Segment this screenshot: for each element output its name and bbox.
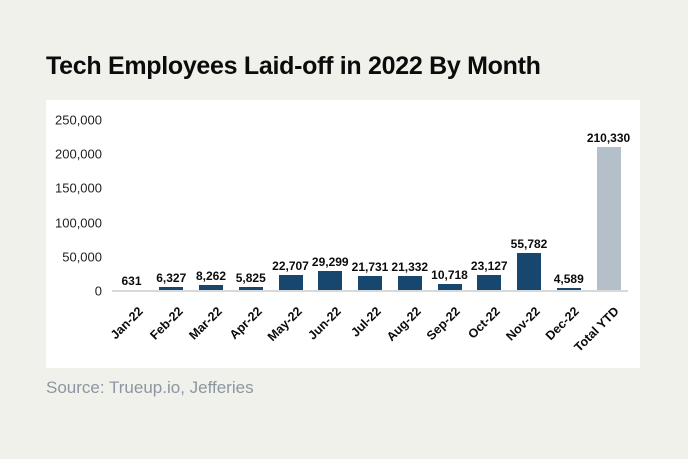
bar-series: 631 6,327 8,262 5,825 22,707 29,299 21,731 21,3… xyxy=(112,120,631,291)
bar-slot: 22,707 xyxy=(271,260,310,291)
x-axis-labels: Jan-22 Feb-22 Mar-22 Apr-22 May-22 Jun-22 Jul-… xyxy=(108,293,628,368)
bar-slot: 29,299 xyxy=(311,256,350,291)
x-axis-tick-label: Dec-22 xyxy=(543,304,583,344)
bar-value-label: 55,782 xyxy=(510,236,548,251)
bar-value-label: 29,299 xyxy=(311,254,349,269)
bar-value-label: 23,127 xyxy=(470,259,508,274)
bar-slot: 23,127 xyxy=(470,260,509,291)
bar xyxy=(358,276,382,291)
x-axis-tick-label: Apr-22 xyxy=(226,304,265,343)
bar-value-label: 4,589 xyxy=(553,271,584,286)
bar-value-label: 5,825 xyxy=(235,271,266,286)
bar-value-label: 8,262 xyxy=(195,269,227,284)
bar xyxy=(477,275,502,291)
bar-value-label: 21,731 xyxy=(351,260,389,275)
bar-slot: 631 xyxy=(112,273,151,291)
x-axis-tick-label: May-22 xyxy=(264,304,305,344)
bar-slot: 8,262 xyxy=(192,270,231,291)
y-axis-tick-label: 0 xyxy=(94,283,102,299)
x-axis-tick-label: Nov-22 xyxy=(503,304,543,344)
bar-slot: 210,330 xyxy=(586,131,631,291)
x-axis-tick-label: Mar-22 xyxy=(186,304,225,343)
x-axis-tick-label: Aug-22 xyxy=(383,304,424,344)
bar-value-label: 10,718 xyxy=(431,267,468,282)
y-axis-tick-label: 250,000 xyxy=(55,112,102,128)
bar-value-label: 21,332 xyxy=(391,260,429,275)
y-axis: 250,000 200,000 150,000 100,000 50,000 0 xyxy=(46,113,112,299)
x-axis-tick-label: Jan-22 xyxy=(107,304,146,343)
x-axis-tick-label: Oct-22 xyxy=(465,304,503,342)
chart-panel: 250,000 200,000 150,000 100,000 50,000 0 631 6… xyxy=(46,100,640,368)
bar xyxy=(556,287,581,291)
bar xyxy=(397,276,422,291)
bar xyxy=(278,275,303,291)
y-axis-tick-label: 150,000 xyxy=(55,180,102,196)
bar-value-label: 22,707 xyxy=(272,259,309,274)
chart-title: Tech Employees Laid-off in 2022 By Month xyxy=(46,52,541,80)
bar xyxy=(238,287,263,291)
bar-value-label: 6,327 xyxy=(156,270,187,285)
bar-slot: 55,782 xyxy=(510,238,549,291)
bar-slot: 21,731 xyxy=(351,261,390,291)
bar xyxy=(159,286,184,291)
source-caption: Source: Trueup.io, Jefferies xyxy=(46,378,254,397)
bar xyxy=(517,252,541,291)
bar-slot: 5,825 xyxy=(231,272,270,291)
bar-value-label: 631 xyxy=(121,273,142,288)
x-axis-line xyxy=(112,290,628,292)
y-axis-tick-label: 200,000 xyxy=(55,146,102,162)
x-axis-tick-label: Jun-22 xyxy=(305,304,345,343)
y-axis-tick-label: 50,000 xyxy=(62,249,102,265)
bar-slot: 6,327 xyxy=(152,272,191,291)
plot-area: 631 6,327 8,262 5,825 22,707 29,299 21,731 21,3… xyxy=(112,120,631,292)
bar xyxy=(199,285,223,291)
x-axis-tick-label: Jul-22 xyxy=(348,304,384,340)
bar xyxy=(318,270,343,291)
x-axis-tick-label: Feb-22 xyxy=(146,304,186,343)
x-axis-tick-label: Sep-22 xyxy=(424,304,464,344)
bar-slot: 4,589 xyxy=(549,273,588,291)
bar-slot: 21,332 xyxy=(390,261,429,291)
bar xyxy=(437,283,462,291)
bar-value-label: 210,330 xyxy=(586,131,631,146)
bar xyxy=(596,147,621,291)
y-axis-tick-label: 100,000 xyxy=(55,215,102,231)
bar-slot: 10,718 xyxy=(430,269,469,291)
